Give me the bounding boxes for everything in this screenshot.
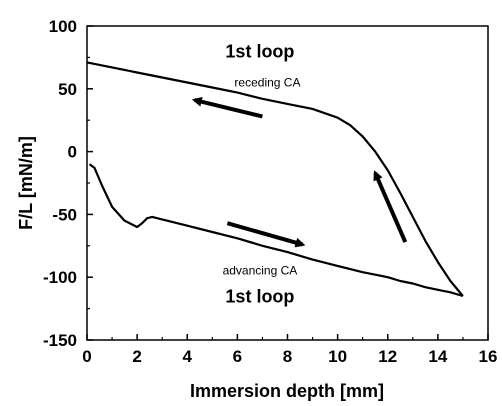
- x-tick-label: 4: [183, 347, 193, 366]
- y-tick-label: 0: [68, 143, 77, 162]
- direction-arrow: [373, 170, 408, 243]
- direction-arrow: [226, 221, 306, 248]
- tick-marks: [86, 25, 489, 341]
- series-group: [86, 61, 464, 298]
- y-tick-label: 50: [58, 80, 77, 99]
- x-tick-label: 16: [479, 347, 498, 366]
- x-tick-label: 14: [428, 347, 447, 366]
- x-tick-label: 6: [233, 347, 242, 366]
- y-axis-title: F/L [mN/m]: [16, 136, 36, 230]
- annotation-label: 1st loop: [225, 286, 294, 306]
- x-tick-label: 0: [82, 347, 91, 366]
- tick-labels: 0 2 4 6 8 10 12 14 16 100 50 0 -50 -100 -150: [43, 17, 497, 366]
- x-tick-label: 8: [283, 347, 292, 366]
- y-tick-label: -50: [52, 205, 77, 224]
- x-axis-title: Immersion depth [mm]: [190, 381, 384, 401]
- y-tick-label: 100: [49, 17, 77, 36]
- x-tick-label: 2: [132, 347, 141, 366]
- annotation-label: receding CA: [234, 75, 300, 89]
- annotation-label: 1st loop: [225, 41, 294, 61]
- advancing-series-line: [88, 163, 464, 298]
- direction-arrow: [191, 96, 263, 119]
- annotations-group: 1st loop receding CA advancing CA 1st loop: [223, 41, 301, 306]
- arrows-group: [191, 96, 408, 248]
- x-tick-label: 12: [378, 347, 397, 366]
- annotation-label: advancing CA: [223, 264, 298, 278]
- receding-series-line: [86, 61, 464, 297]
- y-tick-label: -150: [43, 331, 77, 350]
- x-tick-label: 10: [328, 347, 347, 366]
- y-tick-label: -100: [43, 268, 77, 287]
